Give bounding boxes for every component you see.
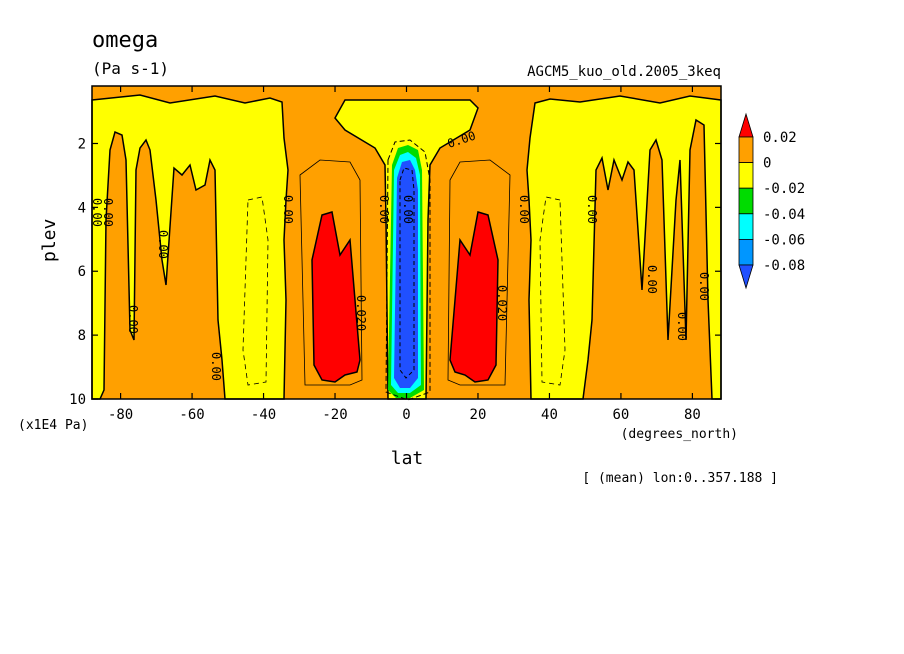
y-axis-unit: (x1E4 Pa) bbox=[18, 418, 88, 433]
colorbar-bottom-arrow bbox=[738, 264, 754, 290]
experiment-label: AGCM5_kuo_old.2005_3keq bbox=[527, 64, 721, 80]
contour-label: 0.00 bbox=[126, 305, 140, 334]
x-tick-label: 80 bbox=[684, 407, 701, 423]
colorbar-label: -0.06 bbox=[763, 232, 805, 248]
yellow-region-north-polar-top bbox=[526, 95, 722, 400]
colorbar-swatch bbox=[738, 238, 754, 266]
contour-label: 0.00 bbox=[90, 198, 104, 227]
colorbar-label: 0 bbox=[763, 156, 771, 172]
x-tick-label: -80 bbox=[108, 407, 133, 423]
chart-units: (Pa s-1) bbox=[92, 59, 169, 78]
y-tick-label: 6 bbox=[78, 264, 86, 280]
colorbar-swatch bbox=[738, 136, 754, 164]
y-axis-title: plev bbox=[39, 219, 60, 262]
red-region-north bbox=[449, 211, 499, 383]
chart-title: omega bbox=[92, 28, 158, 53]
thin-contour-north bbox=[447, 159, 511, 386]
x-tick-label: 40 bbox=[541, 407, 558, 423]
colorbar-swatch bbox=[738, 213, 754, 240]
x-tick-label: 0 bbox=[402, 407, 410, 423]
y-tick-label: 8 bbox=[78, 328, 86, 344]
colorbar-swatch bbox=[738, 187, 754, 215]
contour-label: 0.020 bbox=[495, 285, 509, 321]
y-tick-label: 2 bbox=[78, 136, 86, 152]
contour-label: 0.00 bbox=[156, 230, 170, 259]
contour-label: 0.00 bbox=[645, 265, 659, 294]
axes: -80 -60 -40 -20 0 20 40 60 80 2 4 6 8 10 bbox=[69, 86, 721, 423]
contour-label: 0.00 bbox=[377, 195, 391, 224]
contour-label: 0.020 bbox=[354, 295, 368, 331]
x-axis-title: lat bbox=[391, 448, 424, 469]
dashed-contour-south bbox=[242, 196, 269, 386]
y-tick-label: 10 bbox=[69, 392, 86, 408]
x-tick-label: -20 bbox=[322, 407, 347, 423]
x-tick-label: -40 bbox=[251, 407, 276, 423]
colorbar-top-arrow bbox=[738, 112, 754, 138]
red-region-south bbox=[311, 211, 361, 383]
contour-label: 0.00 bbox=[585, 195, 599, 224]
y-tick-label: 4 bbox=[78, 200, 86, 216]
x-tick-label: -60 bbox=[179, 407, 204, 423]
colorbar-label: -0.02 bbox=[763, 181, 805, 197]
contour-label: 0.00 bbox=[209, 352, 223, 381]
dashed-contour-equator-inner bbox=[399, 167, 415, 379]
contour-label: 0.00 bbox=[517, 195, 531, 224]
yellow-region-south-polar-top bbox=[91, 94, 289, 400]
colorbar: 0.02 0 -0.02 -0.04 -0.06 -0.08 bbox=[738, 112, 805, 290]
contour-label: 0.00 bbox=[401, 195, 415, 224]
x-tick-label: 20 bbox=[470, 407, 487, 423]
colorbar-label: 0.02 bbox=[763, 130, 797, 146]
averaging-note: [ (mean) lon:0..357.188 ] bbox=[582, 471, 778, 486]
dashed-contour-north bbox=[539, 196, 566, 386]
colorbar-label: -0.04 bbox=[763, 207, 805, 223]
thin-contour-south bbox=[299, 159, 363, 386]
contour-label: 0.00 bbox=[101, 198, 115, 227]
dashed-contour-equator bbox=[385, 139, 431, 401]
colorbar-label: -0.08 bbox=[763, 258, 805, 274]
contour-label: 0.00 bbox=[281, 195, 295, 224]
x-axis-unit: (degrees_north) bbox=[621, 427, 738, 442]
contour-label: 0.00 bbox=[675, 312, 689, 341]
contour-label: 0.00 bbox=[697, 272, 711, 301]
contour-plot-area: 0.00 0.020 0.020 0.00 0.00 0.00 0.00 0.0… bbox=[90, 85, 722, 401]
colorbar-swatch bbox=[738, 162, 754, 189]
x-tick-label: 60 bbox=[613, 407, 630, 423]
